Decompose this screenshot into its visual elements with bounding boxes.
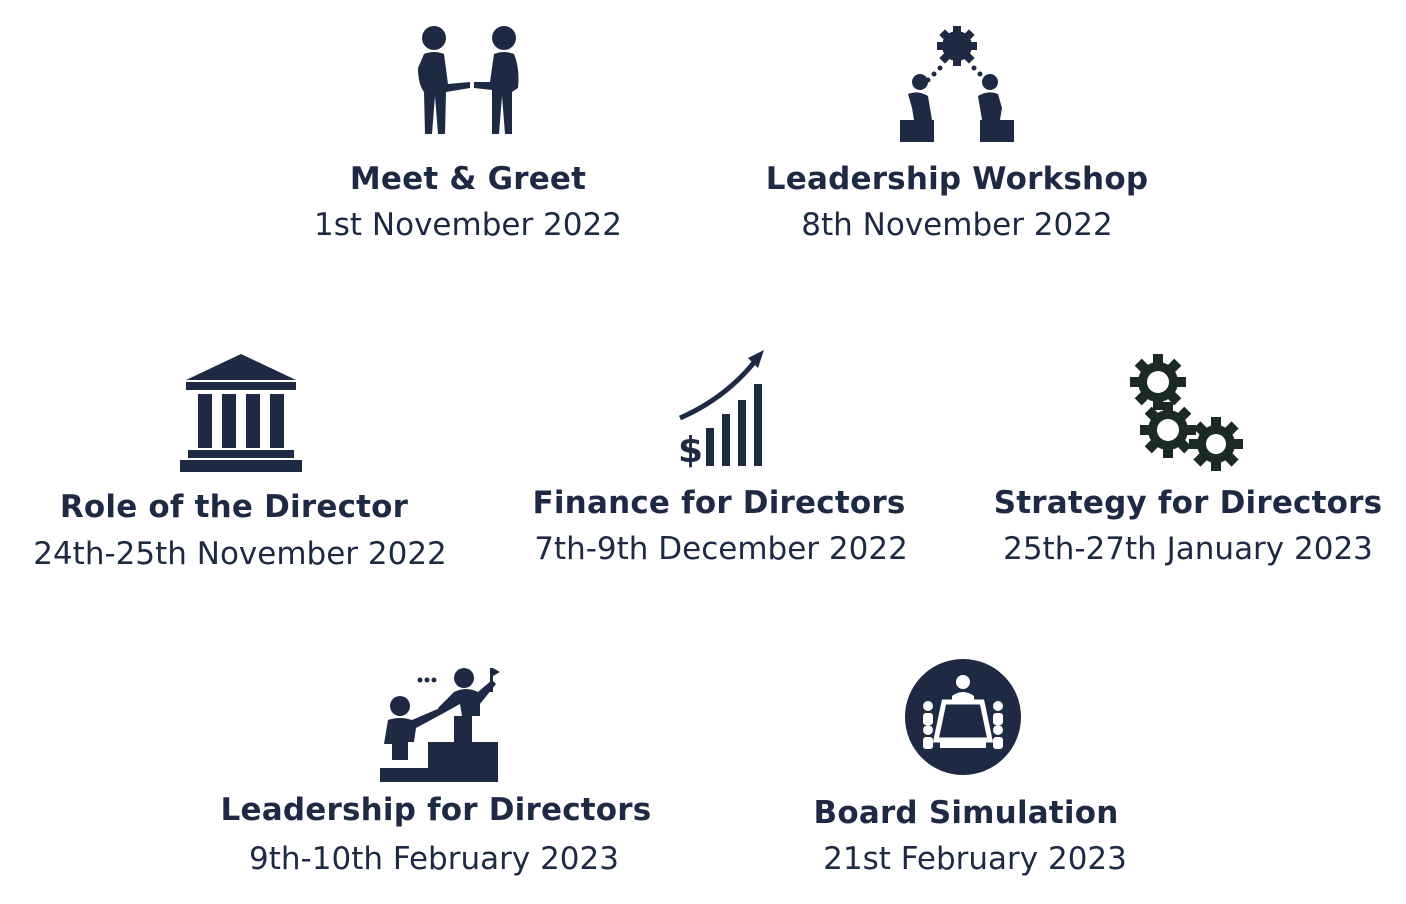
event-date: 1st November 2022 [314, 207, 622, 243]
event-date: 24th-25th November 2022 [33, 536, 447, 572]
handshake-people-icon [412, 24, 526, 140]
event-title: Board Simulation [813, 795, 1119, 831]
strategy-gears-icon [1126, 352, 1246, 472]
event-title: Leadership for Directors [220, 792, 652, 828]
event-title: Finance for Directors [532, 485, 906, 521]
svg-text:$: $ [678, 430, 703, 468]
event-date: 8th November 2022 [801, 207, 1113, 243]
event-title: Meet & Greet [349, 161, 587, 197]
event-date: 21st February 2023 [823, 841, 1127, 877]
climbing-stairs-leader-icon [380, 664, 500, 782]
event-date: 7th-9th December 2022 [534, 531, 908, 567]
boardroom-table-icon [904, 658, 1022, 776]
event-title: Leadership Workshop [765, 161, 1149, 197]
event-date: 9th-10th February 2023 [249, 841, 619, 877]
event-title: Role of the Director [59, 489, 409, 525]
finance-growth-chart-icon: $ [676, 348, 768, 468]
event-date: 25th-27th January 2023 [1003, 531, 1373, 567]
event-title: Strategy for Directors [993, 485, 1383, 521]
workshop-gear-people-icon [898, 24, 1016, 144]
institution-building-icon [180, 354, 302, 472]
